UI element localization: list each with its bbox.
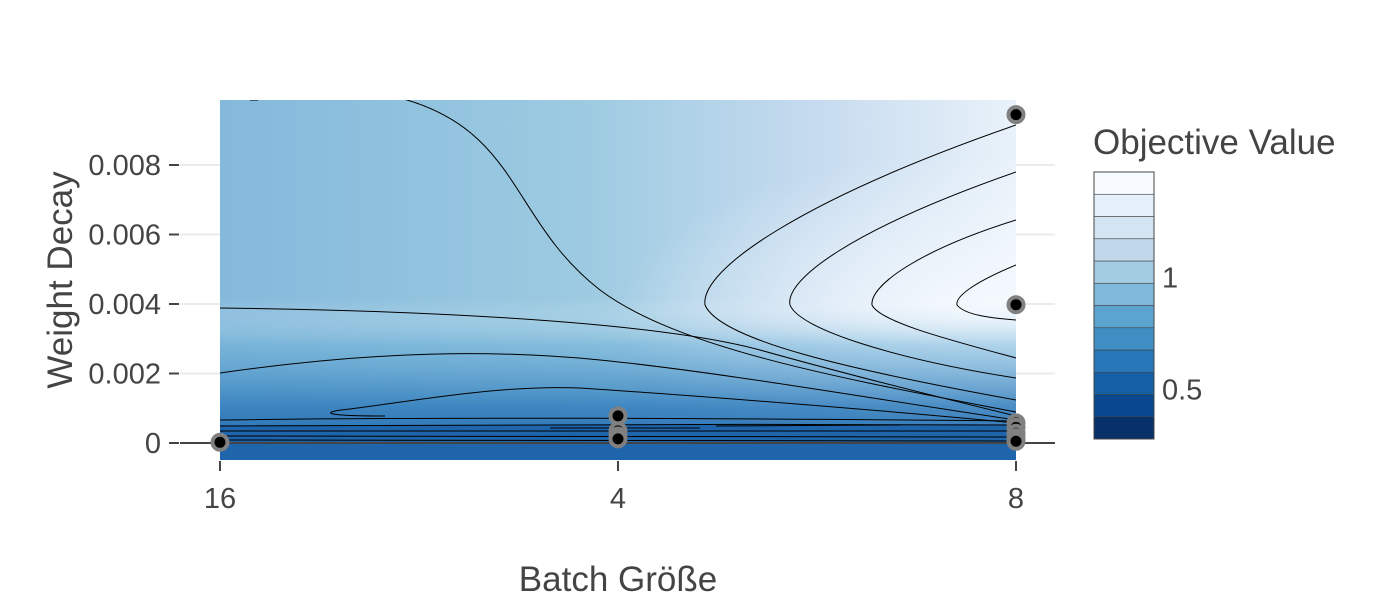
y-tick-label: 0.002 xyxy=(88,359,161,391)
x-tick-label: 8 xyxy=(1008,483,1024,515)
y-tick-label: 0.006 xyxy=(88,220,161,252)
colorbar: Objective Value 0.51 xyxy=(1093,123,1336,440)
y-tick-label: 0 xyxy=(145,428,161,460)
x-tick-label: 4 xyxy=(610,483,626,515)
y-axis-title: Weight Decay xyxy=(41,171,80,389)
y-tick-label: 0.004 xyxy=(88,289,161,321)
colorbar-tick-label: 0.5 xyxy=(1162,375,1202,407)
colorbar-bands xyxy=(1093,171,1155,440)
x-tick-label: 16 xyxy=(204,483,236,515)
x-axis-title: Batch Größe xyxy=(519,560,717,599)
colorbar-ticks: 0.51 xyxy=(1162,262,1202,406)
trial-points xyxy=(210,105,1026,452)
colorbar-band xyxy=(1093,216,1155,240)
contour-line xyxy=(330,387,1016,424)
contour-line xyxy=(704,124,1016,401)
contour-line xyxy=(871,219,1016,359)
contour-line xyxy=(715,424,901,427)
colorbar-tick-label: 1 xyxy=(1162,262,1178,294)
colorbar-band xyxy=(1093,282,1155,306)
contour-line xyxy=(220,417,1016,422)
contour-fill xyxy=(220,100,1016,460)
contour-line xyxy=(220,353,1016,421)
colorbar-band xyxy=(1093,394,1155,418)
colorbar-band xyxy=(1093,260,1155,284)
colorbar-band xyxy=(1093,305,1155,329)
colorbar-band xyxy=(1093,349,1155,373)
colorbar-band xyxy=(1093,371,1155,395)
trial-point xyxy=(608,429,628,449)
trial-point xyxy=(608,406,628,426)
colorbar-band xyxy=(1093,327,1155,351)
trial-point xyxy=(210,432,230,452)
trial-point xyxy=(1006,105,1026,125)
colorbar-band xyxy=(1093,416,1155,440)
contour-line xyxy=(956,264,1016,321)
trial-point xyxy=(1006,295,1026,315)
x-axis-ticks: 16 4 8 xyxy=(204,461,1024,515)
contour-line xyxy=(220,307,1016,417)
y-tick-label: 0.008 xyxy=(88,150,161,182)
colorbar-title: Objective Value xyxy=(1093,123,1336,162)
trial-point xyxy=(1006,431,1026,451)
contour-line xyxy=(789,171,1016,379)
colorbar-border xyxy=(1093,171,1155,440)
y-axis-ticks: 0 0.002 0.004 0.006 0.008 xyxy=(88,150,179,460)
contour-line xyxy=(404,100,1016,413)
colorbar-band xyxy=(1093,238,1155,262)
colorbar-band xyxy=(1093,193,1155,217)
colorbar-band xyxy=(1093,171,1155,195)
